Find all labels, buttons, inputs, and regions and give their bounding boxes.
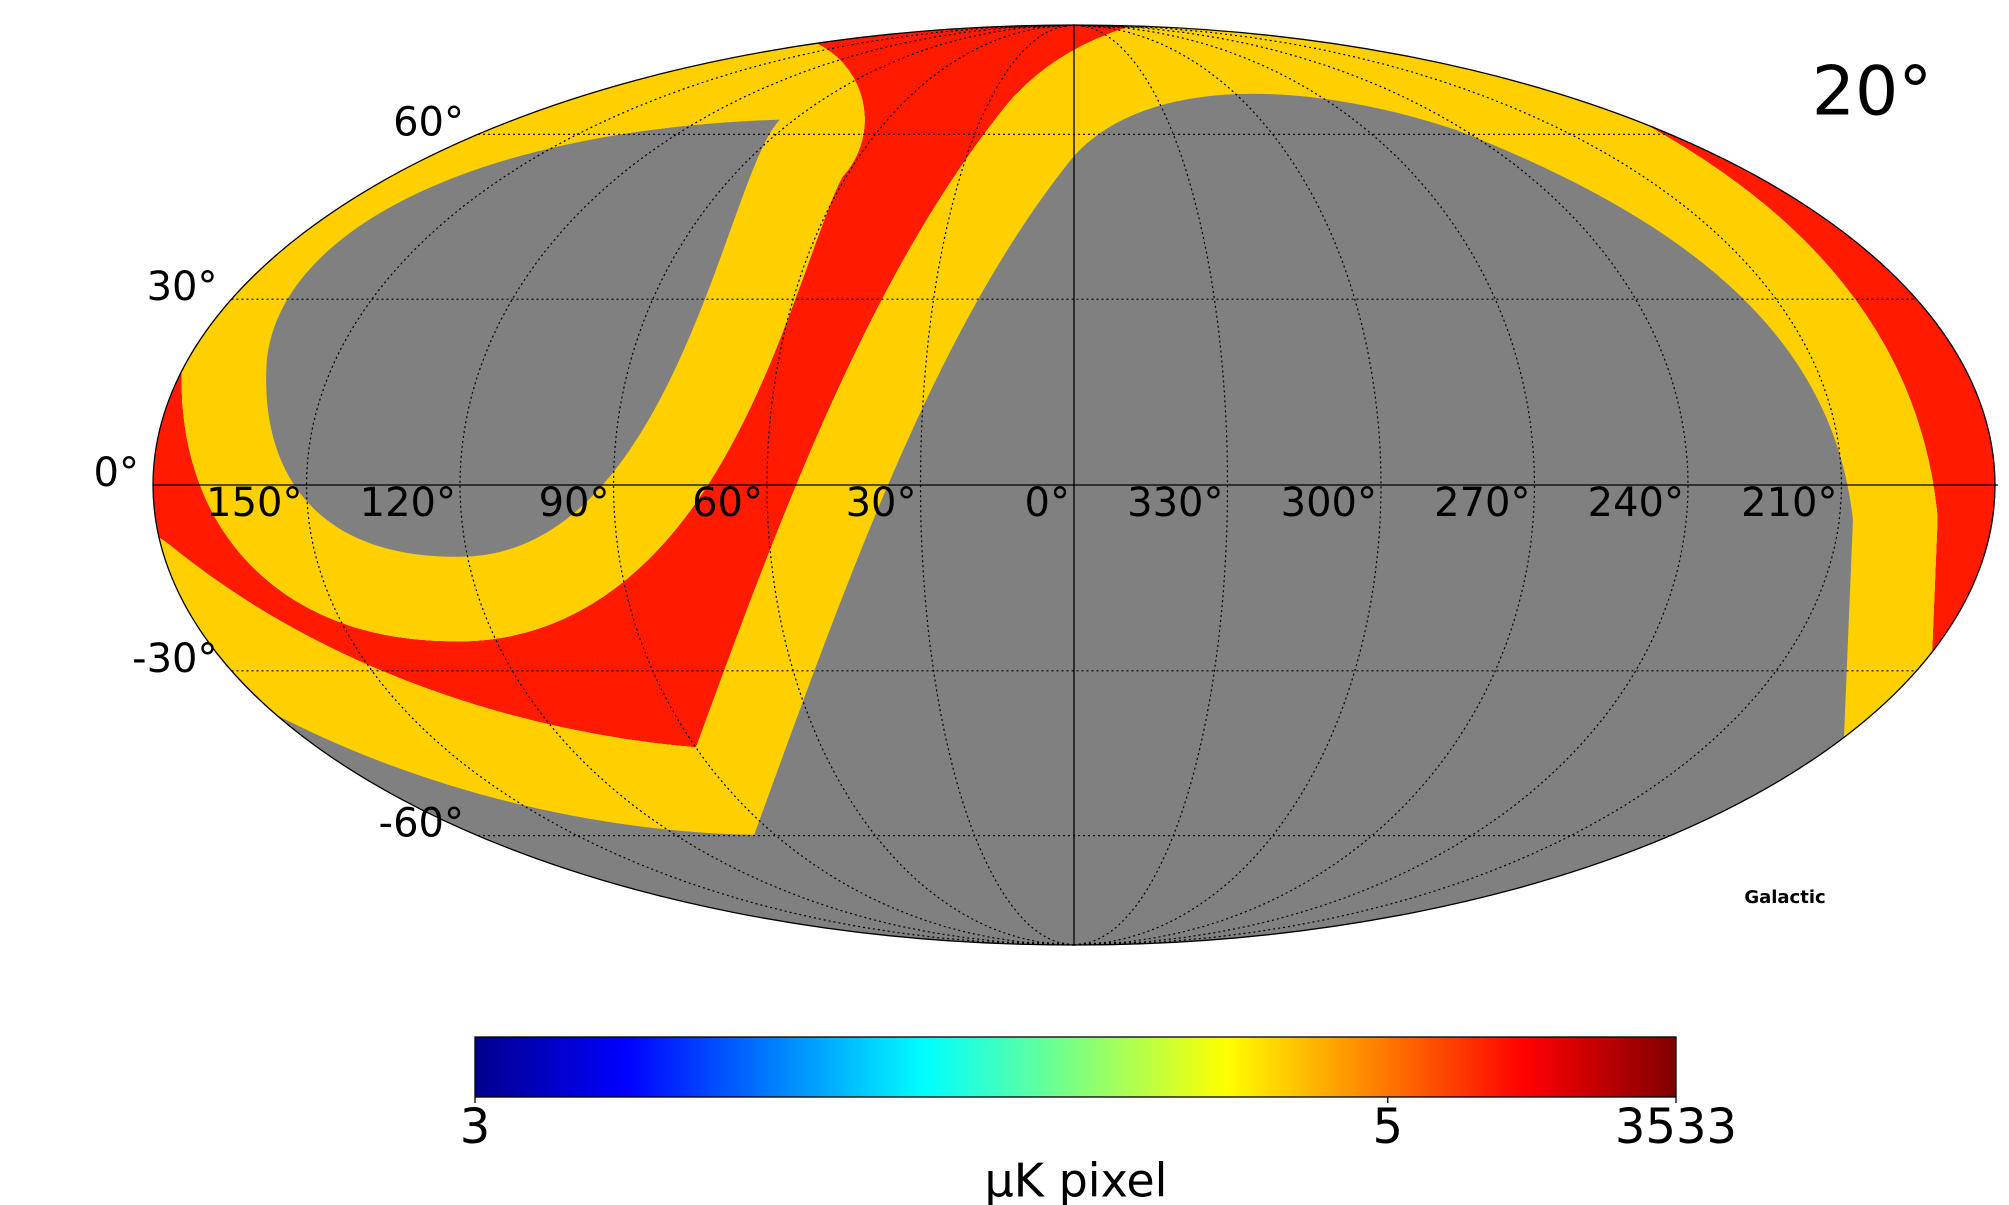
left-island xyxy=(266,35,865,557)
coord-label: Galactic xyxy=(1744,887,1825,908)
lon-label: 300° xyxy=(1281,480,1377,526)
map-border xyxy=(152,24,1996,946)
colorbar xyxy=(474,1036,1677,1098)
lon-label: 150° xyxy=(206,480,302,526)
lon-label: 210° xyxy=(1741,480,1837,526)
colorbar-tick-label: 3533 xyxy=(1615,1099,1737,1155)
meridian xyxy=(1073,24,1536,946)
meridian xyxy=(612,24,1075,946)
meridian xyxy=(305,24,1075,946)
lon-label: 330° xyxy=(1127,480,1223,526)
lat-label: -30° xyxy=(132,636,217,682)
colorbar-tick-label: 3 xyxy=(460,1099,491,1155)
lat-label: 60° xyxy=(393,99,464,145)
meridian xyxy=(919,24,1075,946)
graticule: 60°30°0°-30°-60°150° 120° 90° 60° 30° 0° 330° 3… xyxy=(94,24,1998,946)
colorbar-label: μK pixel xyxy=(985,1154,1168,1205)
lon-label: 60° xyxy=(692,480,763,526)
lon-label: 270° xyxy=(1434,480,1530,526)
meridian xyxy=(1073,24,1382,946)
sky-map xyxy=(153,24,1995,946)
map-title: 20° xyxy=(1812,53,1933,132)
lon-label: 240° xyxy=(1588,480,1684,526)
lon-label: 90° xyxy=(539,480,610,526)
lat-label: 30° xyxy=(147,264,218,310)
colorbar-tick-label: 5 xyxy=(1372,1099,1403,1155)
lat-label: 0° xyxy=(94,450,139,496)
lon-label: 0° xyxy=(1025,480,1070,526)
meridian xyxy=(766,24,1075,946)
meridian xyxy=(1073,24,1229,946)
lon-label: 120° xyxy=(360,480,456,526)
lon-label: 30° xyxy=(846,480,917,526)
meridian xyxy=(1073,24,1843,946)
